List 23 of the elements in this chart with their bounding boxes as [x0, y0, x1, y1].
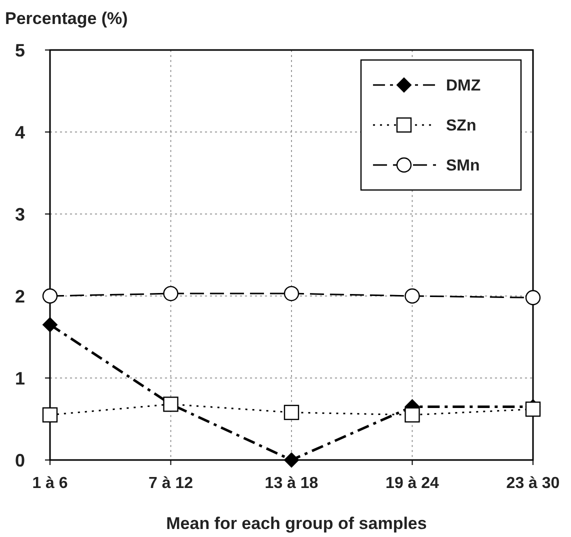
x-tick-label: 19 à 24 [386, 475, 440, 492]
point [284, 452, 299, 468]
point [404, 407, 420, 422]
x-tick-label: 13 à 18 [264, 475, 318, 492]
y-tick-label: 5 [14, 40, 26, 60]
y-tick-label: 3 [14, 204, 26, 224]
legend-label: SZn [446, 118, 476, 135]
legend-label: DMZ [446, 78, 481, 95]
x-tick-label: 23 à 30 [506, 475, 560, 492]
point [42, 407, 58, 422]
x-axis-title: Mean for each group of samples [166, 514, 427, 533]
x-tick-label: 7 à 12 [148, 475, 194, 492]
point [284, 404, 300, 420]
point [42, 317, 58, 332]
point [42, 288, 58, 304]
y-tick-label: 0 [14, 450, 26, 470]
y-tick-label: 2 [14, 286, 26, 306]
y-tick-label: 4 [14, 122, 26, 142]
y-axis-title: Percentage (%) [5, 9, 128, 28]
y-tick-label: 1 [14, 368, 26, 388]
x-tick-label: 1 à 6 [32, 475, 68, 492]
point [525, 402, 541, 417]
legend-label: SMn [446, 158, 480, 175]
